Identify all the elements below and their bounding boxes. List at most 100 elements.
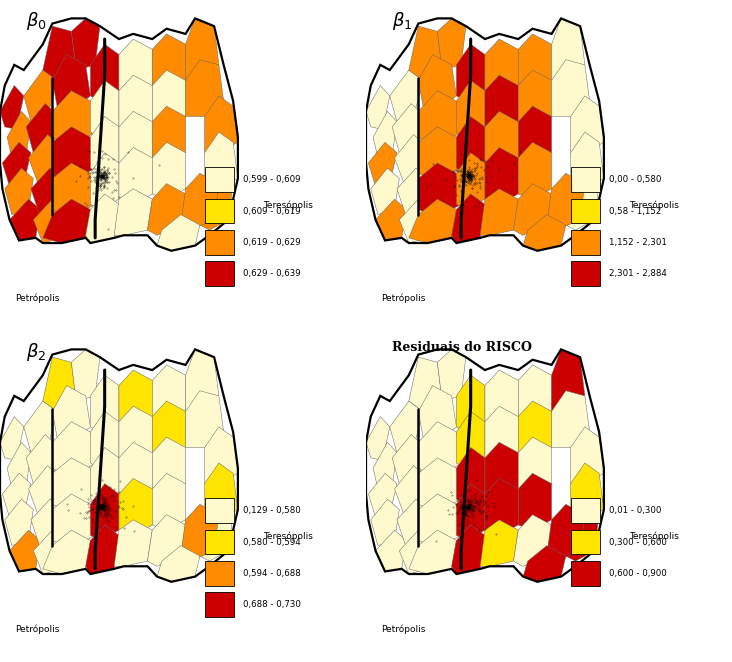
Polygon shape xyxy=(408,199,457,243)
Polygon shape xyxy=(4,499,34,545)
Polygon shape xyxy=(42,357,76,411)
Polygon shape xyxy=(181,173,219,230)
Polygon shape xyxy=(408,357,442,411)
Polygon shape xyxy=(514,183,552,235)
Polygon shape xyxy=(457,411,485,468)
Polygon shape xyxy=(7,442,31,489)
Text: 0,129 - 0,580: 0,129 - 0,580 xyxy=(243,506,301,515)
Polygon shape xyxy=(457,80,485,137)
Polygon shape xyxy=(395,134,427,183)
Bar xyxy=(205,167,234,192)
Polygon shape xyxy=(457,484,485,540)
Bar xyxy=(571,530,600,555)
Text: Teresópolis: Teresópolis xyxy=(630,201,679,210)
Polygon shape xyxy=(186,19,219,80)
Polygon shape xyxy=(31,499,64,548)
Polygon shape xyxy=(523,214,566,251)
Text: $\beta_0$: $\beta_0$ xyxy=(26,10,46,32)
Bar xyxy=(571,498,600,523)
Polygon shape xyxy=(419,385,457,442)
Text: $\beta_2$: $\beta_2$ xyxy=(26,341,46,363)
Polygon shape xyxy=(186,391,224,448)
Polygon shape xyxy=(485,75,518,132)
Polygon shape xyxy=(157,545,200,582)
Polygon shape xyxy=(552,19,585,80)
Text: Teresópolis: Teresópolis xyxy=(264,532,313,541)
Bar xyxy=(205,530,234,555)
Polygon shape xyxy=(485,479,518,536)
Polygon shape xyxy=(571,463,604,520)
Polygon shape xyxy=(552,391,590,448)
Polygon shape xyxy=(157,214,200,251)
Polygon shape xyxy=(485,406,518,463)
Polygon shape xyxy=(26,434,59,484)
Text: 0,58 - 1,152: 0,58 - 1,152 xyxy=(609,207,662,216)
Polygon shape xyxy=(514,514,552,566)
Polygon shape xyxy=(72,19,100,70)
Polygon shape xyxy=(119,479,152,536)
Polygon shape xyxy=(368,473,397,517)
Polygon shape xyxy=(400,530,433,574)
Polygon shape xyxy=(181,504,219,561)
Polygon shape xyxy=(571,96,604,153)
Polygon shape xyxy=(4,168,34,214)
Polygon shape xyxy=(392,103,425,153)
Polygon shape xyxy=(2,142,31,186)
Polygon shape xyxy=(408,530,457,574)
Polygon shape xyxy=(205,96,238,153)
Polygon shape xyxy=(419,163,461,217)
Polygon shape xyxy=(392,434,425,484)
Polygon shape xyxy=(571,132,604,189)
Text: Petrópolis: Petrópolis xyxy=(15,293,59,303)
Polygon shape xyxy=(86,525,119,574)
Polygon shape xyxy=(29,465,61,514)
Polygon shape xyxy=(72,350,100,401)
Bar xyxy=(205,592,234,617)
Polygon shape xyxy=(53,54,91,111)
Polygon shape xyxy=(205,132,238,189)
Polygon shape xyxy=(518,142,552,199)
Polygon shape xyxy=(397,168,430,217)
Polygon shape xyxy=(419,458,461,512)
Text: Teresópolis: Teresópolis xyxy=(630,532,679,541)
Text: 0,599 - 0,609: 0,599 - 0,609 xyxy=(243,175,301,184)
Bar xyxy=(571,261,600,286)
Bar xyxy=(205,261,234,286)
Polygon shape xyxy=(205,463,238,520)
Polygon shape xyxy=(518,401,552,458)
Polygon shape xyxy=(457,153,485,209)
Polygon shape xyxy=(42,26,76,80)
Polygon shape xyxy=(86,194,119,243)
Polygon shape xyxy=(31,168,64,217)
Bar xyxy=(571,230,600,255)
Polygon shape xyxy=(518,473,552,530)
Polygon shape xyxy=(23,70,57,122)
Polygon shape xyxy=(152,473,186,530)
Text: 0,00 - 0,580: 0,00 - 0,580 xyxy=(609,175,662,184)
Polygon shape xyxy=(119,442,152,499)
Polygon shape xyxy=(373,111,397,158)
Polygon shape xyxy=(376,199,406,240)
Polygon shape xyxy=(119,406,152,463)
Polygon shape xyxy=(10,199,40,240)
Polygon shape xyxy=(518,106,552,163)
Polygon shape xyxy=(91,375,119,432)
Polygon shape xyxy=(373,442,397,489)
Polygon shape xyxy=(29,134,61,183)
Polygon shape xyxy=(480,520,518,566)
Polygon shape xyxy=(152,365,186,422)
Polygon shape xyxy=(547,504,585,561)
Polygon shape xyxy=(119,370,152,427)
Text: 2,301 - 2,884: 2,301 - 2,884 xyxy=(609,269,668,279)
Text: 0,688 - 0,730: 0,688 - 0,730 xyxy=(243,600,302,610)
Polygon shape xyxy=(0,85,23,130)
Polygon shape xyxy=(566,173,600,230)
Polygon shape xyxy=(91,80,119,137)
Polygon shape xyxy=(0,416,23,461)
Polygon shape xyxy=(186,60,224,117)
Polygon shape xyxy=(518,70,552,127)
Polygon shape xyxy=(91,153,119,209)
Polygon shape xyxy=(91,448,119,504)
Polygon shape xyxy=(53,91,95,148)
Text: Petrópolis: Petrópolis xyxy=(381,293,425,303)
